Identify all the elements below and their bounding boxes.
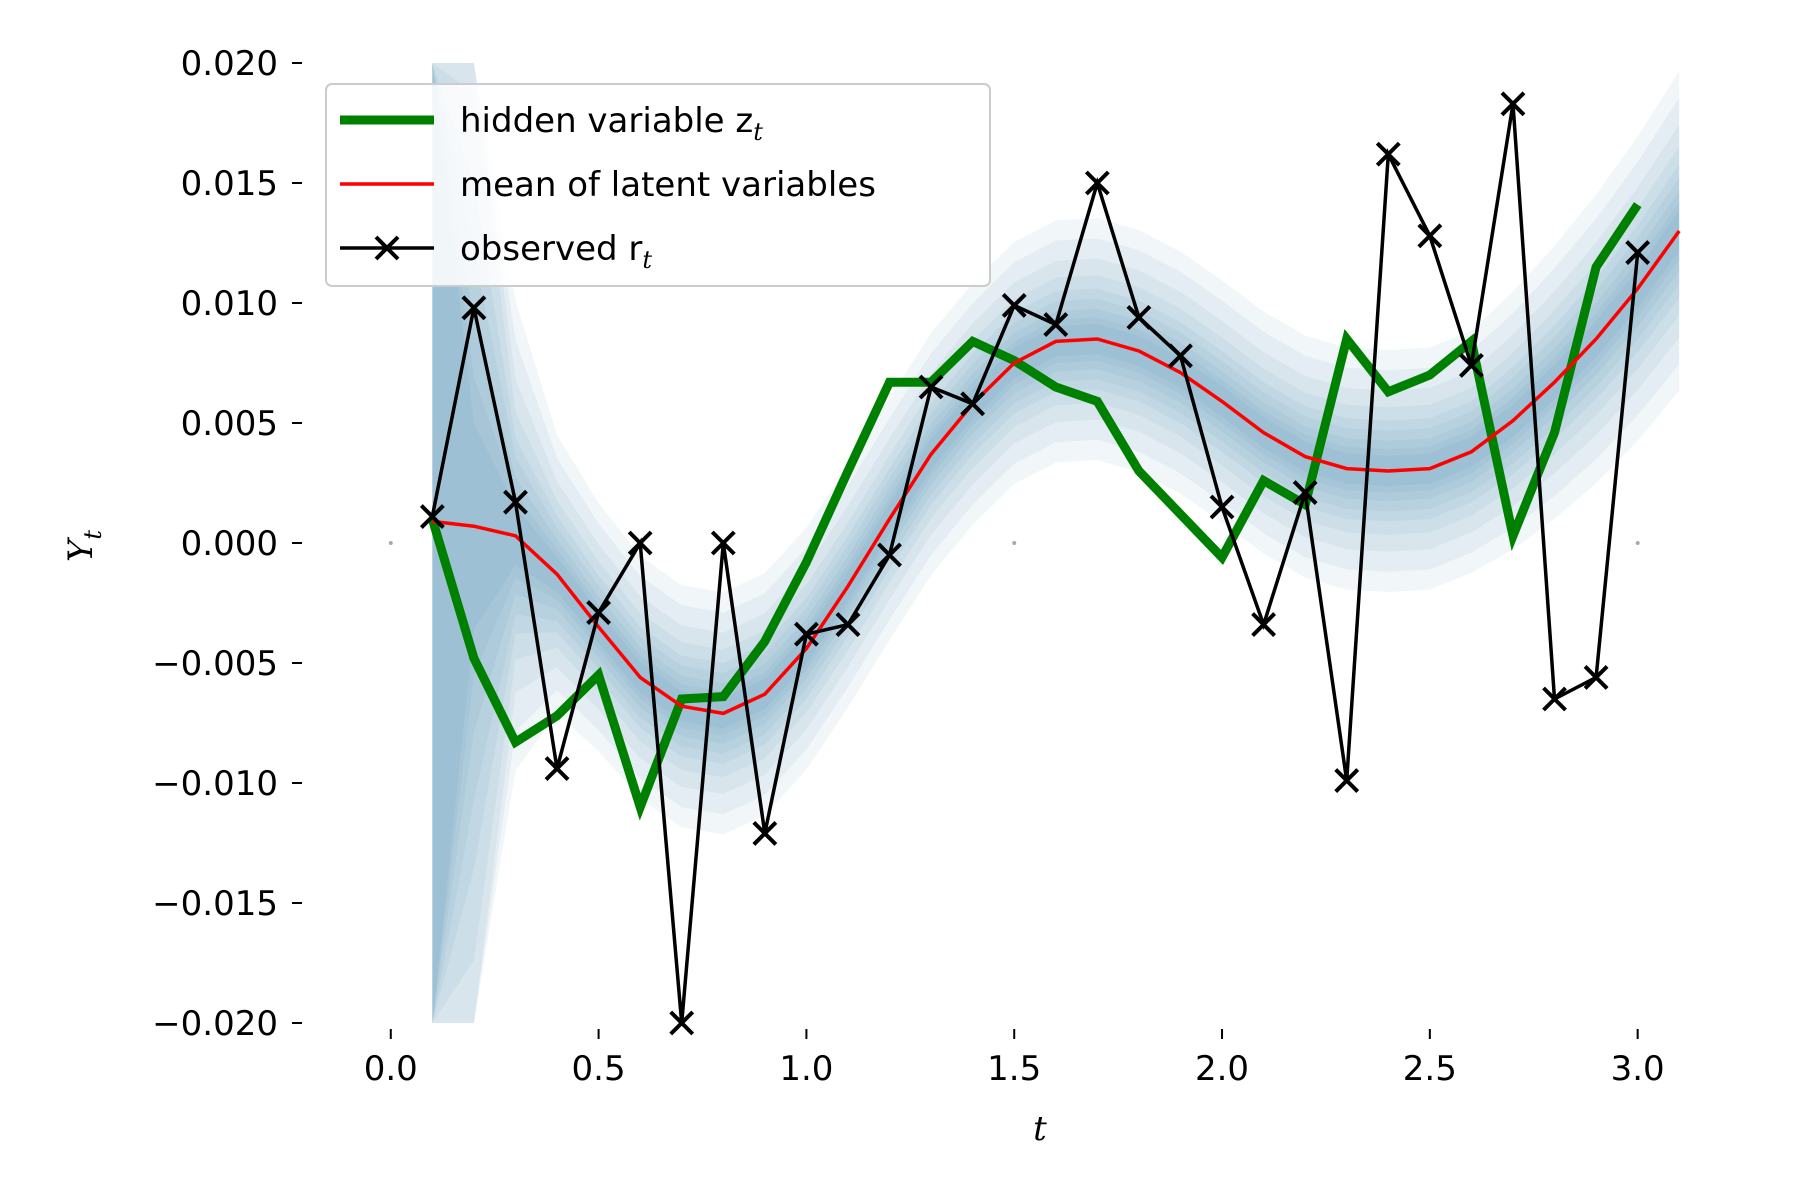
legend: hidden variable zt mean of latent variab… [325,83,991,287]
series-layer [419,91,1681,1036]
legend-marker-observed [374,235,400,261]
y-axis-title-main: Y [61,536,101,562]
legend-frame [325,83,991,287]
legend-x-marker [374,235,400,261]
series-0 [427,202,1642,821]
data-point-marker [1583,664,1609,690]
y-tick-label: −0.005 [152,644,278,684]
data-point-marker [461,295,487,321]
data-point-marker [1168,343,1193,369]
data-point-marker [669,1010,695,1036]
y-axis-title-subscript: t [79,530,107,540]
x-tick-label: 0.5 [572,1049,626,1089]
x-tick-label: 0.0 [364,1049,418,1089]
data-point-marker [1126,304,1152,330]
legend-label-observed: observed rt [460,229,652,274]
data-point-marker [918,374,944,400]
data-point-marker [877,542,902,568]
series-line [427,202,1642,821]
series-line [432,229,1681,716]
series-2 [419,91,1651,1036]
series-1 [432,229,1681,716]
x-tick-label: 3.0 [1611,1049,1665,1089]
data-point-marker [1500,91,1526,117]
data-point-marker [544,756,570,782]
data-point-marker [627,530,653,556]
data-point-marker [960,391,986,417]
x-tick-label: 2.5 [1403,1049,1457,1089]
uncertainty-band [432,63,1680,1023]
data-point-marker [1542,686,1567,712]
uncertainty-band-layer [432,63,1680,1023]
uncertainty-band-layer [432,63,1680,1023]
zero-reference-dot [1635,541,1640,545]
data-point-marker [419,504,445,530]
uncertainty-band-layer [432,63,1680,1023]
x-tick-label: 1.0 [779,1049,833,1089]
data-point-marker [1417,223,1443,249]
y-tick-label: 0.015 [181,164,278,204]
x-tick-label: 1.5 [987,1049,1041,1089]
data-point-marker [1375,141,1401,167]
y-axis-title: Yt [61,530,107,562]
data-point-marker [835,612,861,638]
y-axis: 0.020 0.015 0.010 0.005 0.000 −0.005 −0.010 −0.… [152,44,1640,1044]
y-tick-label: 0.000 [181,524,278,564]
data-point-marker [793,621,819,647]
data-point-marker [1084,170,1110,196]
y-tick-label: −0.015 [152,884,278,924]
y-tick-label: −0.020 [152,1004,278,1044]
x-tick-label: 2.0 [1195,1049,1249,1089]
x-axis: 0.0 0.5 1.0 1.5 2.0 2.5 3.0 [364,1029,1665,1089]
data-point-marker [1001,292,1027,318]
y-tick-label: 0.010 [181,284,278,324]
svg-text:Yt: Yt [61,530,107,562]
data-point-marker [1292,480,1318,506]
data-point-marker [503,489,528,515]
x-axis-title: t [1033,1109,1047,1149]
series-line [430,103,1640,1024]
data-point-marker [710,530,736,556]
y-tick-label: 0.020 [181,44,278,84]
zero-reference-dot [1012,541,1017,545]
zero-reference-dot [388,541,393,545]
data-point-marker [1209,494,1235,520]
data-point-marker [1458,352,1484,378]
data-point-marker [586,600,612,626]
data-point-marker [1043,312,1069,338]
y-tick-label: −0.010 [152,764,278,804]
data-point-marker [1251,612,1277,638]
y-tick-label: 0.005 [181,404,278,444]
legend-label-hidden-variable: hidden variable zt [460,101,763,146]
legend-label-mean: mean of latent variables [460,165,876,205]
data-point-marker [752,820,778,846]
data-point-marker [1625,240,1651,266]
data-point-marker [1334,768,1360,794]
